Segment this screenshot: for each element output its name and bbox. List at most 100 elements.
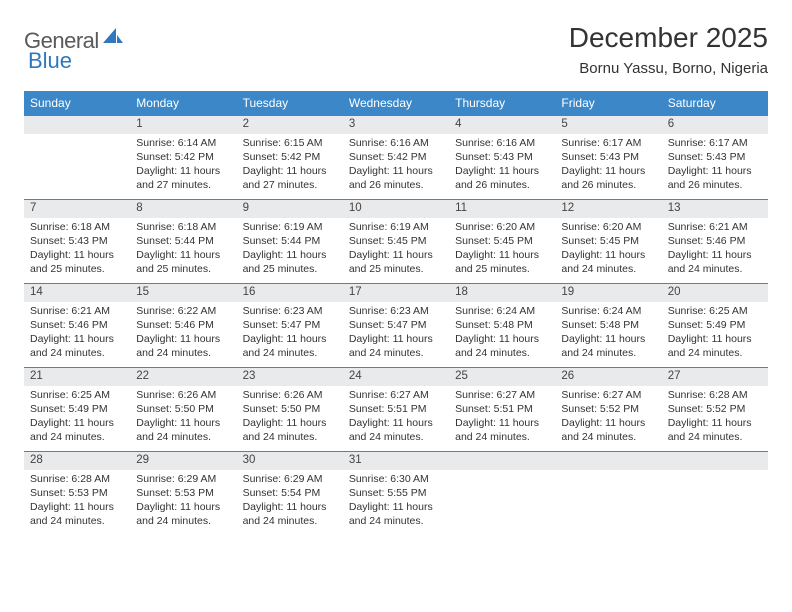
sunset-label: Sunset: 5:46 PM (668, 234, 762, 248)
day-body-cell: Sunrise: 6:30 AMSunset: 5:55 PMDaylight:… (343, 470, 449, 536)
day-body-cell: Sunrise: 6:29 AMSunset: 5:53 PMDaylight:… (130, 470, 236, 536)
sunrise-label: Sunrise: 6:29 AM (136, 472, 230, 486)
sunrise-label: Sunrise: 6:28 AM (668, 388, 762, 402)
day-number-cell: 24 (343, 368, 449, 386)
daylight-label: Daylight: 11 hours (349, 500, 443, 514)
day-number-cell: 31 (343, 452, 449, 470)
day-body-cell: Sunrise: 6:28 AMSunset: 5:53 PMDaylight:… (24, 470, 130, 536)
day-body-cell (449, 470, 555, 536)
day-body-cell: Sunrise: 6:20 AMSunset: 5:45 PMDaylight:… (449, 218, 555, 284)
daylight-label: and 25 minutes. (455, 262, 549, 276)
sunrise-label: Sunrise: 6:17 AM (668, 136, 762, 150)
sunrise-label: Sunrise: 6:30 AM (349, 472, 443, 486)
daylight-label: Daylight: 11 hours (349, 164, 443, 178)
daylight-label: and 26 minutes. (668, 178, 762, 192)
sunrise-label: Sunrise: 6:18 AM (30, 220, 124, 234)
day-body-cell (555, 470, 661, 536)
day-number-cell: 8 (130, 200, 236, 218)
day-body-cell: Sunrise: 6:26 AMSunset: 5:50 PMDaylight:… (130, 386, 236, 452)
sunset-label: Sunset: 5:43 PM (668, 150, 762, 164)
daylight-label: and 24 minutes. (30, 514, 124, 528)
day-body-row: Sunrise: 6:28 AMSunset: 5:53 PMDaylight:… (24, 470, 768, 536)
day-number-cell: 18 (449, 284, 555, 302)
day-number-cell: 15 (130, 284, 236, 302)
daylight-label: Daylight: 11 hours (455, 416, 549, 430)
sunrise-label: Sunrise: 6:26 AM (243, 388, 337, 402)
sunrise-label: Sunrise: 6:24 AM (455, 304, 549, 318)
day-number-cell: 9 (237, 200, 343, 218)
location-label: Bornu Yassu, Borno, Nigeria (569, 60, 768, 77)
daylight-label: Daylight: 11 hours (668, 416, 762, 430)
weekday-header: Sunday (24, 91, 130, 116)
sunrise-label: Sunrise: 6:18 AM (136, 220, 230, 234)
daylight-label: Daylight: 11 hours (455, 248, 549, 262)
daynum-row: 78910111213 (24, 200, 768, 218)
daylight-label: and 24 minutes. (136, 514, 230, 528)
sunset-label: Sunset: 5:42 PM (136, 150, 230, 164)
day-number-cell: 25 (449, 368, 555, 386)
daylight-label: and 24 minutes. (243, 514, 337, 528)
sunrise-label: Sunrise: 6:25 AM (668, 304, 762, 318)
daylight-label: and 24 minutes. (668, 430, 762, 444)
sunset-label: Sunset: 5:44 PM (243, 234, 337, 248)
sunset-label: Sunset: 5:48 PM (455, 318, 549, 332)
day-body-cell: Sunrise: 6:21 AMSunset: 5:46 PMDaylight:… (24, 302, 130, 368)
weekday-header-row: Sunday Monday Tuesday Wednesday Thursday… (24, 91, 768, 116)
sunrise-label: Sunrise: 6:16 AM (349, 136, 443, 150)
day-body-row: Sunrise: 6:14 AMSunset: 5:42 PMDaylight:… (24, 134, 768, 200)
sail-icon (103, 26, 123, 49)
sunrise-label: Sunrise: 6:23 AM (349, 304, 443, 318)
sunset-label: Sunset: 5:52 PM (668, 402, 762, 416)
daylight-label: and 25 minutes. (349, 262, 443, 276)
sunset-label: Sunset: 5:51 PM (455, 402, 549, 416)
day-number-cell: 5 (555, 116, 661, 134)
day-body-cell: Sunrise: 6:21 AMSunset: 5:46 PMDaylight:… (662, 218, 768, 284)
sunset-label: Sunset: 5:43 PM (455, 150, 549, 164)
day-body-row: Sunrise: 6:25 AMSunset: 5:49 PMDaylight:… (24, 386, 768, 452)
daylight-label: and 26 minutes. (455, 178, 549, 192)
daylight-label: Daylight: 11 hours (561, 248, 655, 262)
daylight-label: Daylight: 11 hours (561, 416, 655, 430)
sunrise-label: Sunrise: 6:27 AM (561, 388, 655, 402)
sunset-label: Sunset: 5:49 PM (668, 318, 762, 332)
daylight-label: Daylight: 11 hours (668, 164, 762, 178)
day-number-cell: 29 (130, 452, 236, 470)
sunset-label: Sunset: 5:48 PM (561, 318, 655, 332)
sunrise-label: Sunrise: 6:23 AM (243, 304, 337, 318)
daynum-row: 21222324252627 (24, 368, 768, 386)
day-body-cell: Sunrise: 6:17 AMSunset: 5:43 PMDaylight:… (662, 134, 768, 200)
daylight-label: Daylight: 11 hours (30, 248, 124, 262)
daylight-label: and 24 minutes. (30, 346, 124, 360)
day-body-cell: Sunrise: 6:25 AMSunset: 5:49 PMDaylight:… (662, 302, 768, 368)
day-number-cell: 12 (555, 200, 661, 218)
sunset-label: Sunset: 5:52 PM (561, 402, 655, 416)
day-body-row: Sunrise: 6:21 AMSunset: 5:46 PMDaylight:… (24, 302, 768, 368)
sunrise-label: Sunrise: 6:17 AM (561, 136, 655, 150)
day-body-cell: Sunrise: 6:15 AMSunset: 5:42 PMDaylight:… (237, 134, 343, 200)
sunrise-label: Sunrise: 6:27 AM (455, 388, 549, 402)
weekday-header: Thursday (449, 91, 555, 116)
daylight-label: Daylight: 11 hours (136, 332, 230, 346)
day-number-cell (555, 452, 661, 470)
daylight-label: and 26 minutes. (561, 178, 655, 192)
daylight-label: and 27 minutes. (136, 178, 230, 192)
day-body-cell: Sunrise: 6:27 AMSunset: 5:51 PMDaylight:… (343, 386, 449, 452)
day-body-cell: Sunrise: 6:19 AMSunset: 5:44 PMDaylight:… (237, 218, 343, 284)
daylight-label: and 25 minutes. (136, 262, 230, 276)
day-number-cell: 30 (237, 452, 343, 470)
daylight-label: Daylight: 11 hours (243, 164, 337, 178)
daylight-label: Daylight: 11 hours (455, 332, 549, 346)
daylight-label: Daylight: 11 hours (349, 332, 443, 346)
daylight-label: Daylight: 11 hours (136, 164, 230, 178)
daylight-label: and 24 minutes. (455, 430, 549, 444)
daylight-label: Daylight: 11 hours (349, 416, 443, 430)
sunrise-label: Sunrise: 6:28 AM (30, 472, 124, 486)
daylight-label: and 24 minutes. (30, 430, 124, 444)
daylight-label: and 24 minutes. (136, 346, 230, 360)
day-number-cell: 20 (662, 284, 768, 302)
day-number-cell: 6 (662, 116, 768, 134)
sunrise-label: Sunrise: 6:16 AM (455, 136, 549, 150)
sunrise-label: Sunrise: 6:21 AM (668, 220, 762, 234)
sunset-label: Sunset: 5:45 PM (455, 234, 549, 248)
daylight-label: Daylight: 11 hours (668, 248, 762, 262)
